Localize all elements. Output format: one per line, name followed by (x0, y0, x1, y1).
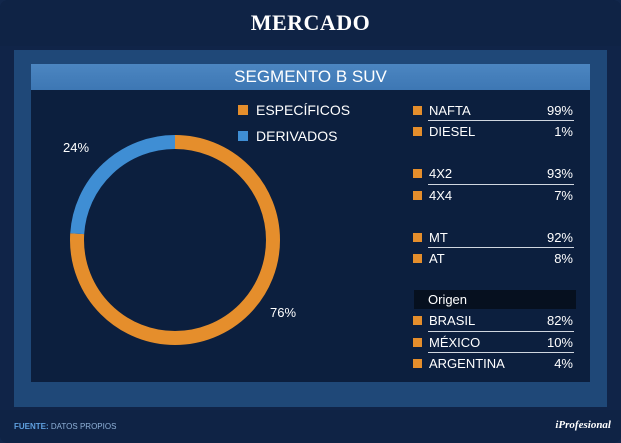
row-label: AT (429, 251, 445, 266)
row-bullet (413, 191, 422, 200)
chart-subtitle: SEGMENTO B SUV (234, 67, 387, 86)
row-divider (428, 352, 574, 353)
row-bullet (413, 254, 422, 263)
row-value: 82% (546, 313, 573, 328)
table-row: 4X2 93% (413, 163, 573, 184)
legend-label-derivados: DERIVADOS (256, 128, 338, 144)
row-bullet (413, 106, 422, 115)
row-bullet (413, 169, 422, 178)
row-value: 99% (546, 103, 573, 118)
row-divider (428, 331, 574, 332)
table-row: BRASIL 82% (413, 310, 573, 331)
slice-label-derivados: 24% (63, 140, 90, 155)
page-title: MERCADO (250, 10, 371, 35)
subheader-bar: SEGMENTO B SUV (31, 64, 590, 90)
row-label: NAFTA (429, 103, 471, 118)
source-text: DATOS PROPIOS (50, 422, 117, 431)
header-bar: MERCADO (0, 0, 621, 46)
row-bullet (413, 127, 422, 136)
legend-label-especificos: ESPECÍFICOS (256, 102, 351, 118)
row-divider (428, 184, 574, 185)
row-value: 4% (554, 356, 573, 371)
row-value: 1% (554, 124, 573, 139)
legend-item-especificos: ESPECÍFICOS (238, 102, 350, 118)
row-divider (428, 247, 574, 248)
table-row: AT 8% (413, 248, 573, 269)
row-label: ARGENTINA (429, 356, 505, 371)
row-label: 4X2 (429, 166, 453, 181)
chart-area (31, 90, 590, 382)
table-row: NAFTA 99% (413, 100, 573, 121)
table-row: MÉXICO 10% (413, 332, 573, 353)
table-row: DIESEL 1% (413, 121, 573, 142)
row-label: MT (429, 230, 448, 245)
row-bullet (413, 338, 422, 347)
legend-swatch-derivados (238, 131, 248, 141)
table-row: 4X4 7% (413, 185, 573, 206)
row-value: 10% (546, 335, 573, 350)
legend-swatch-especificos (238, 105, 248, 115)
row-value: 7% (554, 188, 573, 203)
legend-item-derivados: DERIVADOS (238, 128, 337, 144)
donut-slice-derivados (70, 135, 280, 345)
footer-bar (0, 410, 621, 443)
row-label: BRASIL (429, 313, 476, 328)
row-label: MÉXICO (429, 335, 481, 350)
row-value: 8% (554, 251, 573, 266)
source-note: FUENTE: DATOS PROPIOS (14, 422, 116, 431)
table-row: MT 92% (413, 227, 573, 248)
row-value: 92% (546, 230, 573, 245)
row-value: 93% (546, 166, 573, 181)
slice-label-especificos: 76% (270, 305, 297, 320)
row-bullet (413, 233, 422, 242)
brand-logo: iProfesional (555, 419, 611, 431)
donut-chart (70, 135, 280, 345)
row-bullet (413, 359, 422, 368)
origen-header: Origen (414, 290, 576, 309)
row-label: DIESEL (429, 124, 476, 139)
table-row: ARGENTINA 4% (413, 353, 573, 374)
row-label: 4X4 (429, 188, 453, 203)
row-divider (428, 120, 574, 121)
source-label: FUENTE: (14, 422, 49, 431)
row-bullet (413, 316, 422, 325)
